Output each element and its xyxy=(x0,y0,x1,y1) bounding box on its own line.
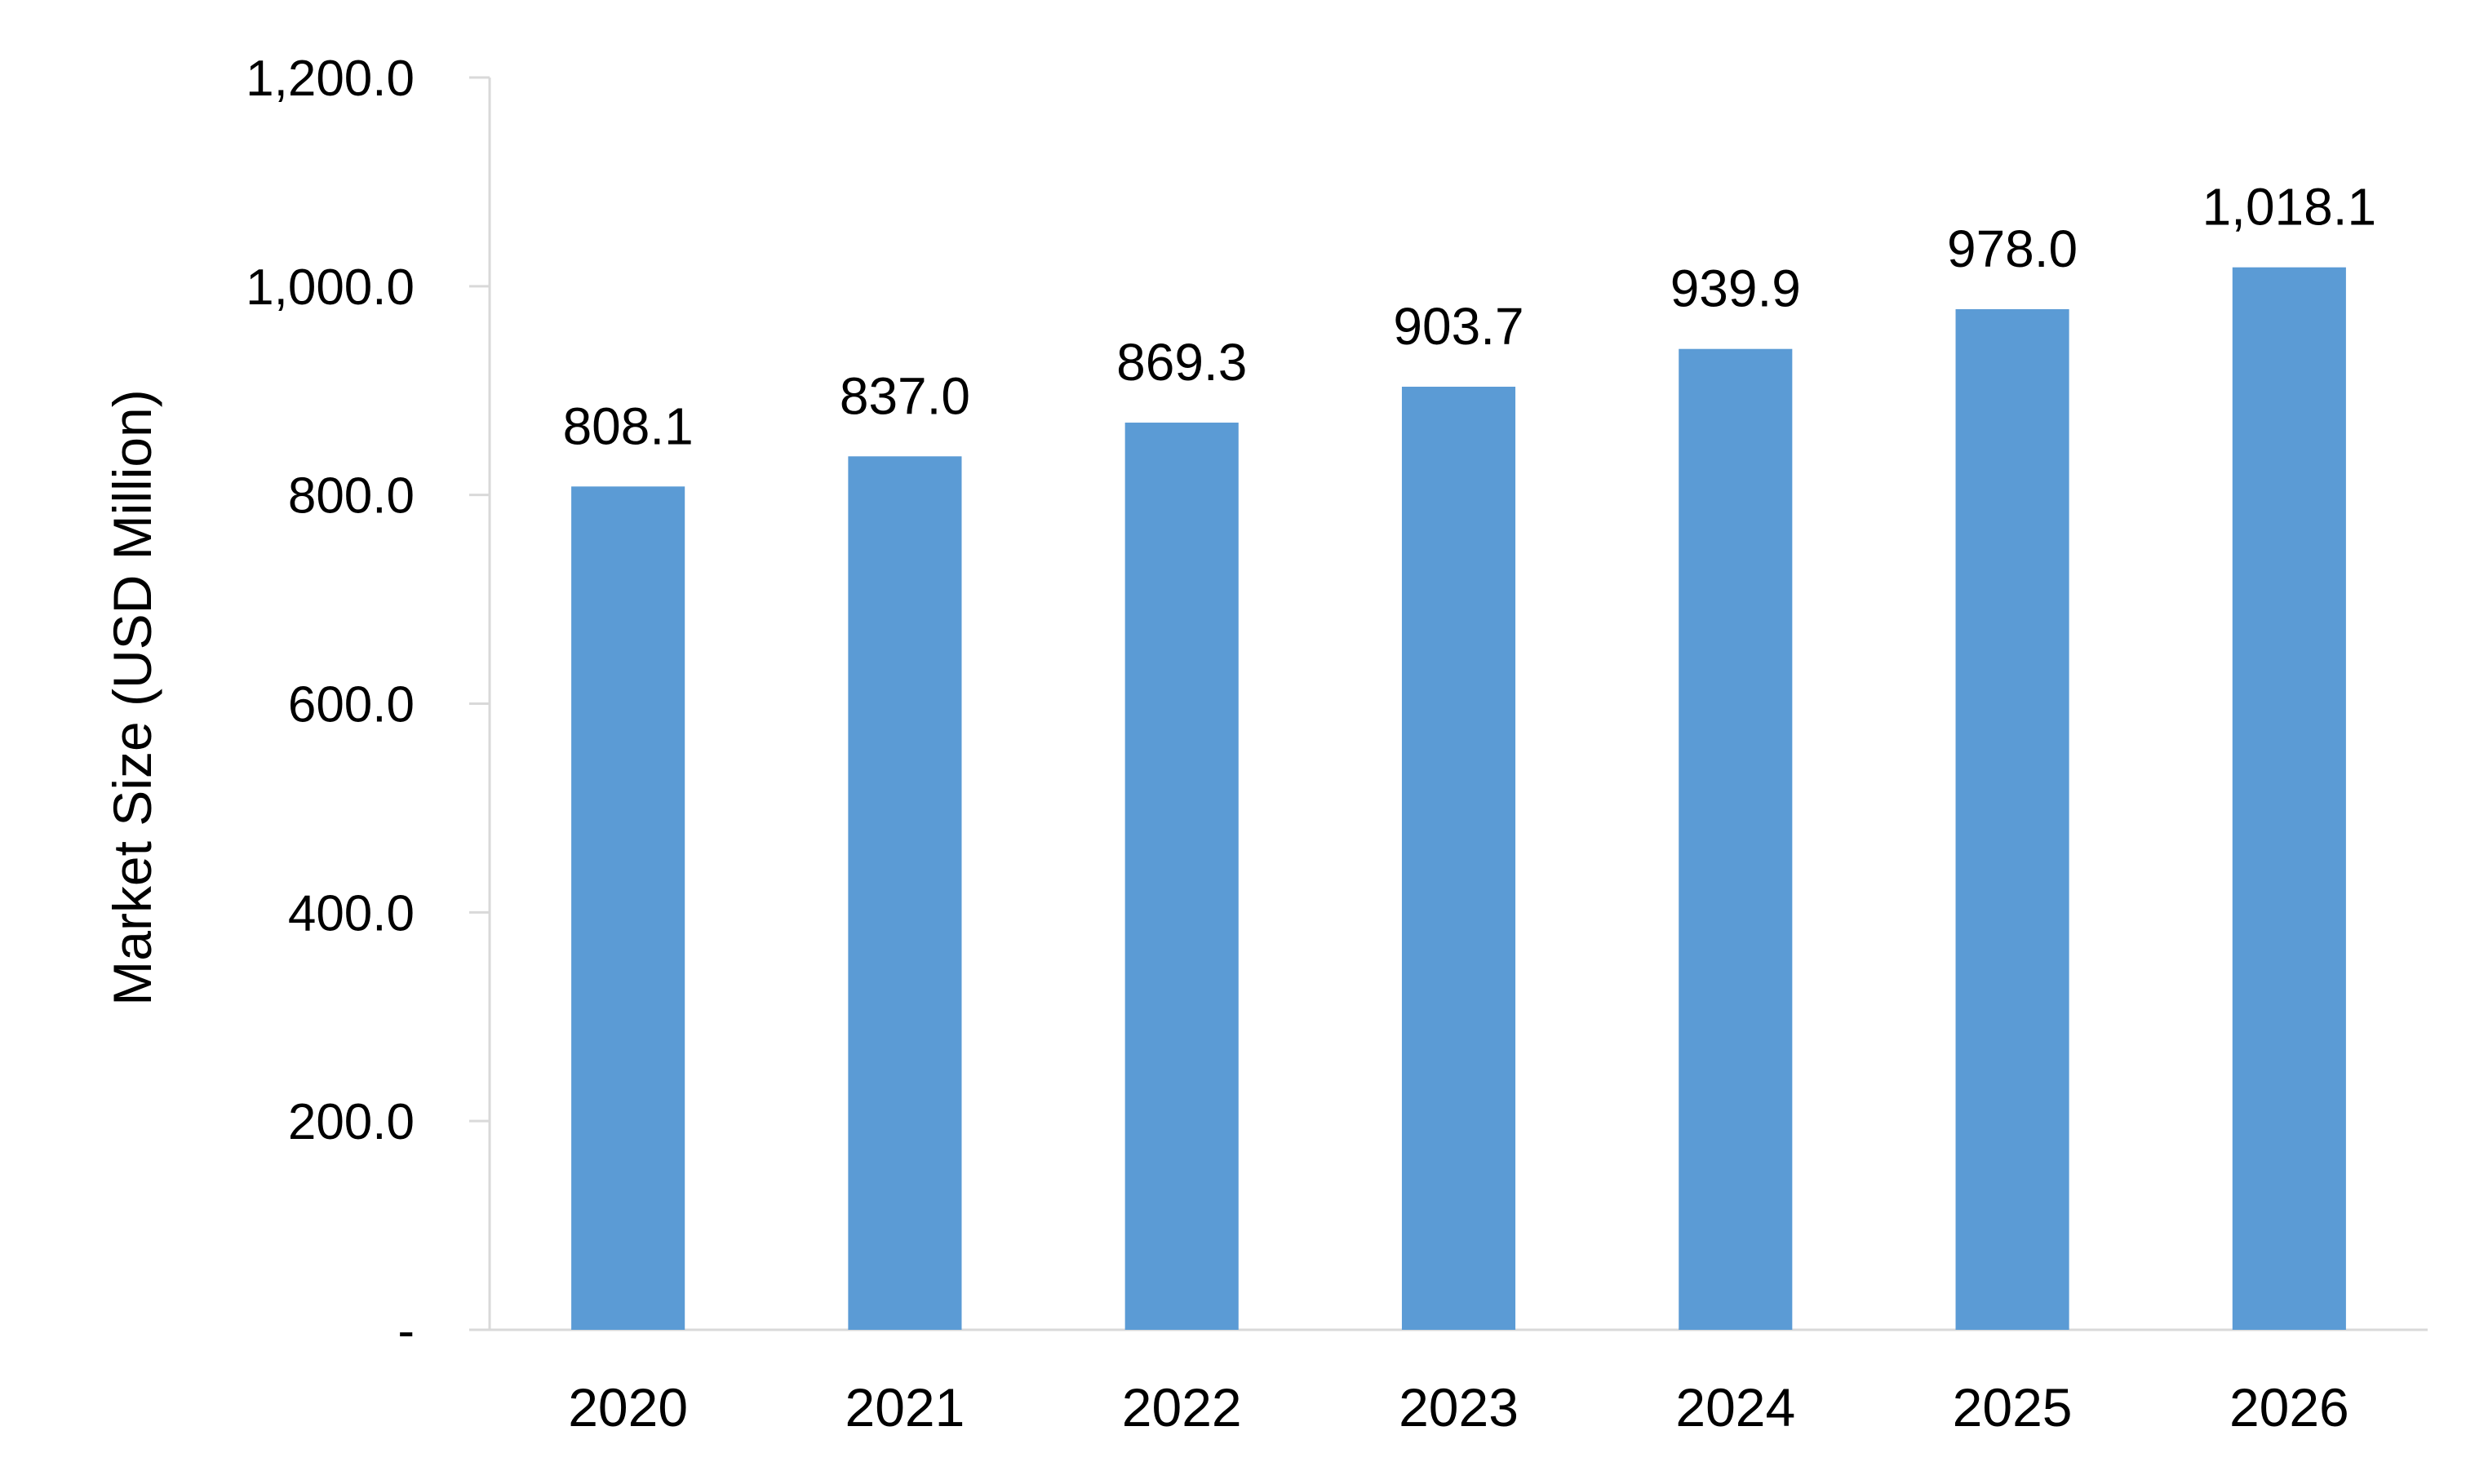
data-label-2025: 978.0 xyxy=(1947,219,2078,278)
x-axis: 2020 2021 2022 2023 2024 2025 2026 xyxy=(469,1328,2428,1437)
data-label-2021: 837.0 xyxy=(840,366,970,425)
y-tick-label: 200.0 xyxy=(288,1094,415,1150)
data-label-2026: 1,018.1 xyxy=(2202,178,2377,237)
bars xyxy=(571,267,2346,1331)
y-tick-label: 800.0 xyxy=(288,468,415,525)
y-axis-title: Market Size (USD Million) xyxy=(102,389,162,1005)
data-label-2024: 939.9 xyxy=(1670,259,1801,318)
x-tick-label-2022: 2022 xyxy=(1122,1377,1242,1437)
bar-2020 xyxy=(571,486,685,1330)
y-tick-label: - xyxy=(397,1303,415,1359)
x-tick-label-2025: 2025 xyxy=(1953,1377,2073,1437)
data-label-2020: 808.1 xyxy=(563,396,694,455)
data-label-2023: 903.7 xyxy=(1393,297,1524,356)
y-tick-label: 1,200.0 xyxy=(246,51,415,107)
x-tick-label-2024: 2024 xyxy=(1675,1377,1795,1437)
data-labels: 808.1 837.0 869.3 903.7 939.9 978.0 1,018.1 xyxy=(563,178,2377,456)
bar-2025 xyxy=(1955,308,2069,1331)
bar-2026 xyxy=(2232,267,2346,1330)
x-tick-label-2023: 2023 xyxy=(1399,1377,1519,1437)
y-tick-label: 600.0 xyxy=(288,677,415,733)
bar-2021 xyxy=(848,456,962,1330)
bar-2024 xyxy=(1679,348,1793,1331)
y-tick-label: 1,000.0 xyxy=(246,259,415,316)
data-label-2022: 869.3 xyxy=(1116,333,1247,392)
y-tick-label: 400.0 xyxy=(288,885,415,941)
x-tick-label-2026: 2026 xyxy=(2229,1377,2349,1437)
y-axis: - 200.0 400.0 600.0 800.0 1,000.0 1,200.0 xyxy=(246,51,491,1359)
x-tick-label-2021: 2021 xyxy=(845,1377,965,1437)
x-tick-label-2020: 2020 xyxy=(568,1377,688,1437)
bar-2023 xyxy=(1401,387,1516,1330)
bar-2022 xyxy=(1124,423,1239,1330)
